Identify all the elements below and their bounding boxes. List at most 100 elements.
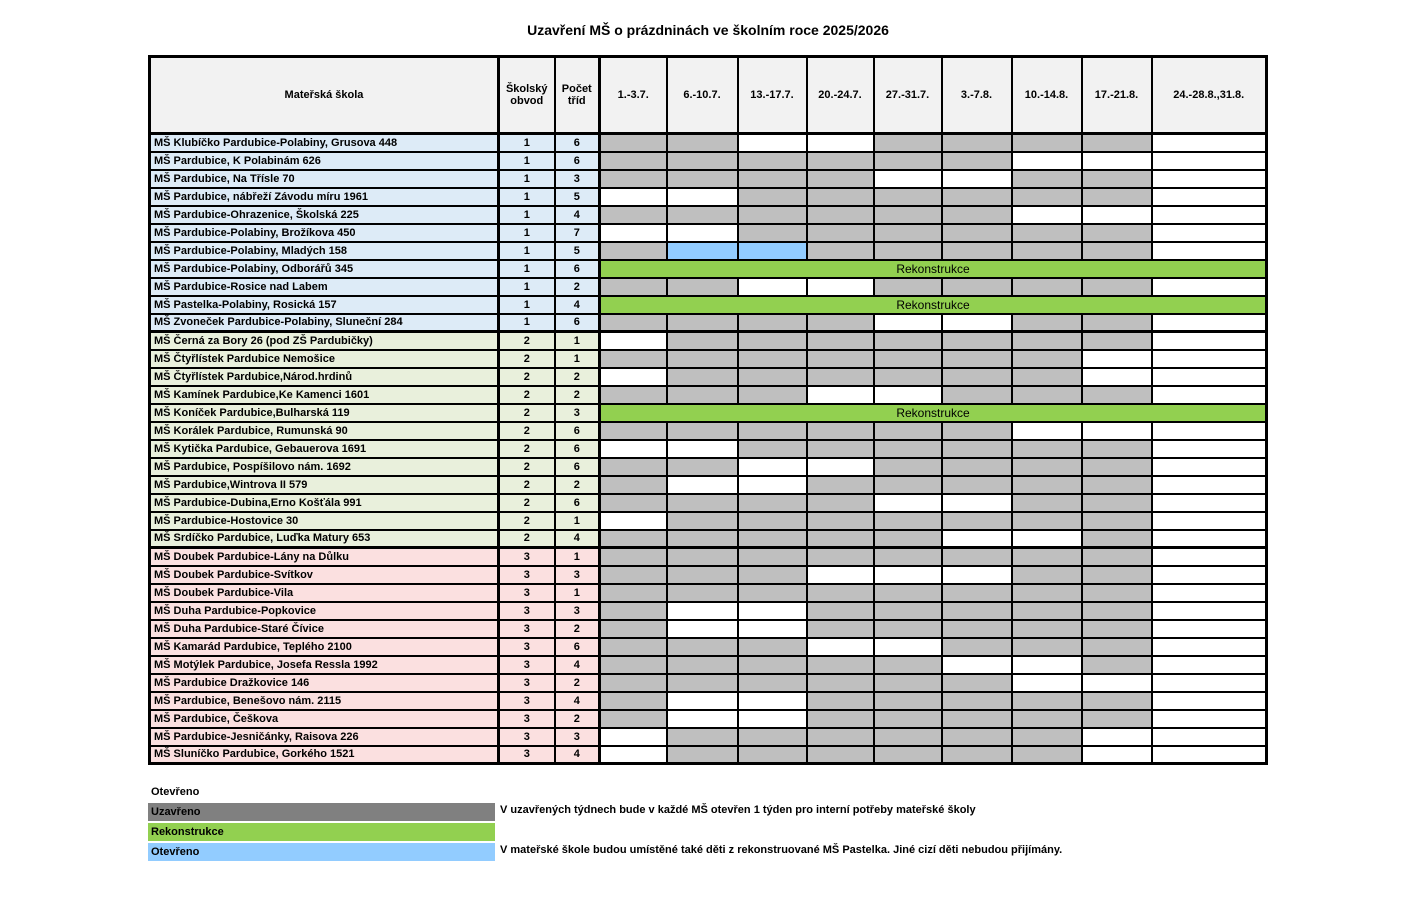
district-cell: 2 bbox=[497, 366, 556, 387]
week-cell bbox=[1080, 708, 1153, 729]
district-cell: 3 bbox=[497, 636, 556, 657]
week-cell bbox=[940, 438, 1013, 459]
school-name-cell: MŠ Duha Pardubice-Popkovice bbox=[148, 600, 500, 621]
week-cell bbox=[940, 726, 1013, 747]
week-cell bbox=[805, 600, 875, 621]
header-classes: Počet tříd bbox=[553, 55, 601, 135]
week-cell bbox=[1080, 276, 1153, 297]
week-cell bbox=[736, 150, 808, 171]
week-cell bbox=[736, 204, 808, 225]
schedule-table-body: MŠ Klubíčko Pardubice-Polabiny, Grusova … bbox=[148, 132, 1268, 765]
week-cell bbox=[736, 690, 808, 711]
week-cell bbox=[1150, 546, 1268, 567]
week-cell bbox=[1010, 420, 1083, 441]
week-cell bbox=[805, 726, 875, 747]
week-cell bbox=[1010, 546, 1083, 567]
week-cell bbox=[1080, 636, 1153, 657]
week-cell bbox=[736, 492, 808, 513]
table-row: MŠ Pardubice, Benešovo nám. 2115 3 4 bbox=[148, 690, 1268, 711]
week-cell bbox=[1010, 222, 1083, 243]
week-cell bbox=[940, 618, 1013, 639]
district-cell: 1 bbox=[497, 312, 556, 333]
week-cell bbox=[736, 186, 808, 207]
week-cell bbox=[598, 456, 668, 477]
classes-cell: 2 bbox=[553, 708, 601, 729]
week-cell bbox=[872, 636, 943, 657]
week-cell bbox=[940, 600, 1013, 621]
school-name-cell: MŠ Čtyřlístek Pardubice Nemošice bbox=[148, 348, 500, 369]
week-cell bbox=[598, 204, 668, 225]
week-cell bbox=[1080, 204, 1153, 225]
week-cell bbox=[1080, 420, 1153, 441]
table-row: MŠ Čtyřlístek Pardubice Nemošice 2 1 bbox=[148, 348, 1268, 369]
week-cell bbox=[805, 150, 875, 171]
week-cell bbox=[805, 546, 875, 567]
week-cell bbox=[940, 348, 1013, 369]
table-row: MŠ Korálek Pardubice, Rumunská 90 2 6 bbox=[148, 420, 1268, 441]
week-cell bbox=[665, 654, 739, 675]
classes-cell: 1 bbox=[553, 348, 601, 369]
week-cell bbox=[665, 384, 739, 405]
table-row: MŠ Čtyřlístek Pardubice,Národ.hrdinů 2 2 bbox=[148, 366, 1268, 387]
table-row: MŠ Doubek Pardubice-Vila 3 1 bbox=[148, 582, 1268, 603]
week-cell bbox=[665, 618, 739, 639]
week-cell bbox=[736, 654, 808, 675]
week-cell bbox=[1080, 546, 1153, 567]
district-cell: 2 bbox=[497, 510, 556, 531]
week-cell bbox=[1080, 528, 1153, 549]
week-cell bbox=[872, 546, 943, 567]
week-cell bbox=[805, 528, 875, 549]
week-cell bbox=[736, 474, 808, 495]
district-cell: 1 bbox=[497, 132, 556, 153]
week-cell bbox=[598, 582, 668, 603]
week-cell bbox=[940, 420, 1013, 441]
week-cell bbox=[940, 312, 1013, 333]
district-cell: 2 bbox=[497, 438, 556, 459]
week-cell bbox=[872, 690, 943, 711]
week-cell bbox=[872, 204, 943, 225]
table-row: MŠ Černá za Bory 26 (pod ZŠ Pardubičky) 2… bbox=[148, 330, 1268, 351]
week-cell bbox=[736, 564, 808, 585]
header-district: Školský obvod bbox=[497, 55, 556, 135]
week-cell bbox=[665, 564, 739, 585]
week-cell bbox=[1010, 564, 1083, 585]
week-cell bbox=[736, 456, 808, 477]
week-cell bbox=[736, 528, 808, 549]
week-cell bbox=[598, 276, 668, 297]
week-cell bbox=[1010, 600, 1083, 621]
week-cell bbox=[736, 222, 808, 243]
school-name-cell: MŠ Doubek Pardubice-Lány na Důlku bbox=[148, 546, 500, 567]
district-cell: 2 bbox=[497, 330, 556, 351]
week-cell bbox=[665, 366, 739, 387]
week-cell bbox=[1080, 726, 1153, 747]
table-row: MŠ Koníček Pardubice,Bulharská 119 2 3 Reko… bbox=[148, 402, 1268, 423]
week-cell bbox=[1080, 564, 1153, 585]
week-cell bbox=[1010, 276, 1083, 297]
reconstruction-cell: Rekonstrukce bbox=[598, 258, 1268, 279]
week-cell bbox=[665, 276, 739, 297]
week-cell bbox=[665, 420, 739, 441]
note-closed-weeks: V uzavřených týdnech bude v každé MŠ ote… bbox=[500, 804, 976, 816]
week-cell bbox=[1010, 366, 1083, 387]
week-cell bbox=[598, 618, 668, 639]
week-cell bbox=[598, 132, 668, 153]
week-cell bbox=[1080, 366, 1153, 387]
week-cell bbox=[940, 744, 1013, 765]
week-cell bbox=[940, 708, 1013, 729]
classes-cell: 6 bbox=[553, 456, 601, 477]
week-cell bbox=[665, 312, 739, 333]
school-name-cell: MŠ Pardubice, Na Třísle 70 bbox=[148, 168, 500, 189]
week-cell bbox=[1010, 708, 1083, 729]
school-name-cell: MŠ Doubek Pardubice-Vila bbox=[148, 582, 500, 603]
district-cell: 3 bbox=[497, 564, 556, 585]
week-cell bbox=[1150, 564, 1268, 585]
week-cell bbox=[1010, 510, 1083, 531]
school-name-cell: MŠ Kamínek Pardubice,Ke Kamenci 1601 bbox=[148, 384, 500, 405]
week-cell bbox=[805, 222, 875, 243]
week-cell bbox=[1080, 330, 1153, 351]
classes-cell: 1 bbox=[553, 330, 601, 351]
week-cell bbox=[598, 510, 668, 531]
school-name-cell: MŠ Pardubice-Polabiny, Brožíkova 450 bbox=[148, 222, 500, 243]
table-row: MŠ Pastelka-Polabiny, Rosická 157 1 4 Rekon… bbox=[148, 294, 1268, 315]
classes-cell: 4 bbox=[553, 690, 601, 711]
